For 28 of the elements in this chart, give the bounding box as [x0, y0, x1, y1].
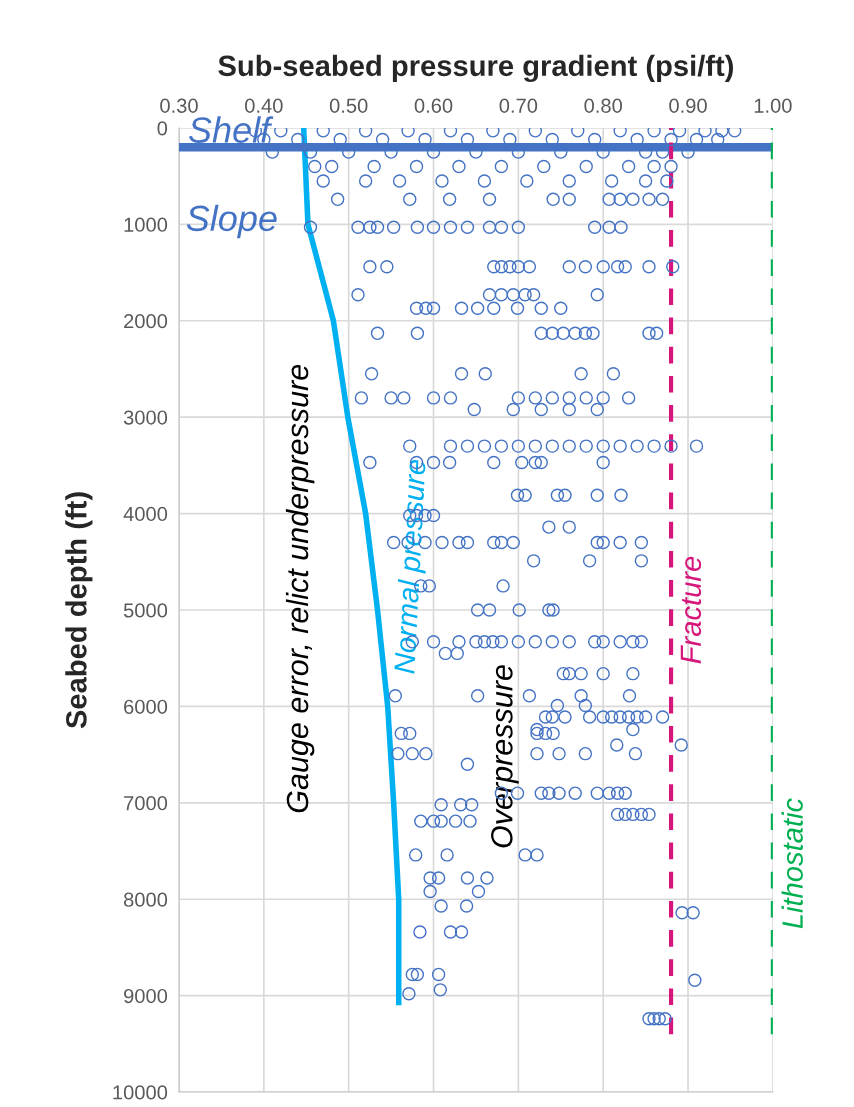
ref-line-label: Lithostatic [781, 798, 803, 929]
annotation: Overpressure [491, 665, 519, 848]
y-tick-label: 6000 [124, 699, 168, 714]
y-tick-label: 3000 [123, 410, 168, 425]
x-tick-label: 1.00 [754, 98, 792, 113]
y-tick-label: 7000 [124, 796, 168, 811]
y-tick-label: 0 [157, 121, 168, 136]
y-tick-label: 5000 [123, 603, 168, 618]
annotation: Gauge error, relict underpressure [285, 364, 315, 813]
x-tick-label: 0.90 [669, 98, 707, 113]
y-tick-label: 10000 [113, 1085, 168, 1100]
x-tick-label: 0.40 [245, 98, 283, 113]
y-tick-label: 1000 [124, 217, 168, 232]
x-tick-label: 0.70 [499, 98, 538, 113]
y-axis-title: Seabed depth (ft) [65, 492, 93, 729]
text: Normal pressure [393, 459, 432, 675]
ref-line-label: Fracture [680, 556, 702, 664]
y-tick-label: 2000 [124, 314, 168, 329]
y-tick-label: 9000 [124, 988, 168, 1004]
y-tick-label: 4000 [123, 506, 168, 522]
x-tick-label: 0.60 [414, 98, 453, 113]
x-tick-label: 0.30 [160, 98, 198, 113]
annotation: Slope [186, 204, 277, 239]
x-axis-title: Sub-seabed pressure gradient (psi/ft) [218, 54, 733, 83]
x-tick-label: 0.50 [329, 98, 368, 113]
y-tick-label: 8000 [123, 892, 168, 907]
x-tick-label: 0.80 [584, 98, 622, 113]
ref-line-label: Shelf [188, 116, 274, 143]
